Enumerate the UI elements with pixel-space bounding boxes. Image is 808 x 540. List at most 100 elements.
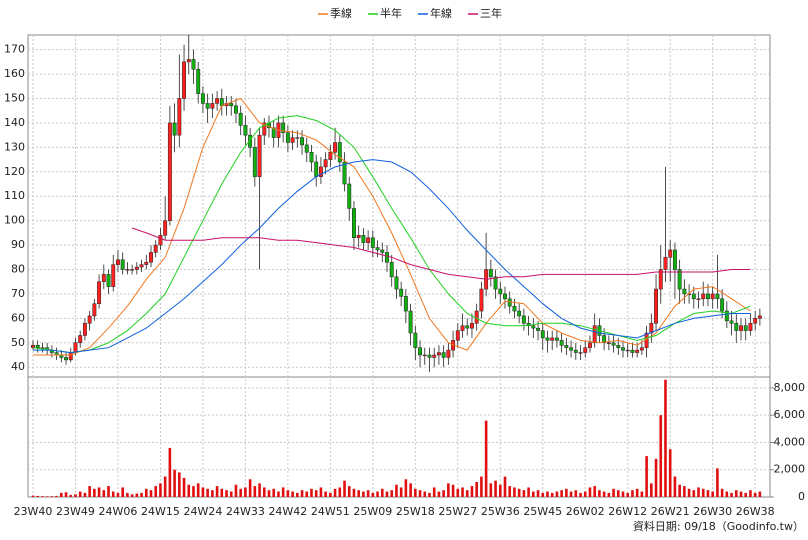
candle-body bbox=[252, 147, 257, 177]
volume-bar bbox=[347, 486, 351, 497]
candle-body bbox=[380, 249, 385, 253]
volume-bar bbox=[749, 490, 752, 497]
candle-body bbox=[446, 349, 451, 358]
volume-bar bbox=[83, 492, 87, 497]
x-tick-label: 23W49 bbox=[56, 505, 95, 518]
candle-body bbox=[191, 59, 196, 70]
x-tick-label: 26W30 bbox=[693, 505, 732, 518]
ma-line bbox=[131, 227, 751, 280]
candle-body bbox=[583, 347, 588, 353]
volume-bar bbox=[475, 482, 478, 497]
candle-body bbox=[592, 325, 597, 344]
candle-body bbox=[564, 344, 569, 348]
candle-body bbox=[757, 315, 762, 319]
candle-body bbox=[167, 122, 172, 221]
candle-body bbox=[366, 237, 371, 243]
candle-body bbox=[432, 354, 437, 358]
volume-bar bbox=[734, 490, 738, 497]
volume-bar bbox=[305, 491, 309, 497]
x-tick-label: 26W38 bbox=[736, 505, 775, 518]
candle-body bbox=[625, 349, 630, 352]
candle-body bbox=[536, 327, 540, 331]
candle-body bbox=[531, 325, 536, 329]
ma-line bbox=[33, 97, 751, 356]
volume-bar bbox=[135, 493, 139, 497]
volume-bar bbox=[593, 486, 596, 497]
legend-label: 季線 bbox=[330, 6, 352, 20]
candle-body bbox=[682, 288, 687, 295]
volume-bar bbox=[366, 490, 370, 497]
volume-bar bbox=[432, 487, 436, 497]
volume-bar bbox=[428, 492, 431, 497]
volume-bar bbox=[574, 490, 578, 497]
candle-body bbox=[125, 269, 130, 271]
candle-body bbox=[403, 296, 408, 312]
candle-body bbox=[144, 261, 149, 265]
candle-body bbox=[243, 125, 248, 136]
candle-body bbox=[394, 276, 399, 290]
candle-body bbox=[73, 342, 78, 353]
candle-body bbox=[677, 269, 682, 290]
candle-body bbox=[186, 59, 191, 63]
volume-bar bbox=[565, 488, 568, 497]
x-tick-label: 25W45 bbox=[523, 505, 562, 518]
candle-body bbox=[710, 293, 715, 300]
volume-bar bbox=[484, 420, 488, 497]
y-tick-label: 110 bbox=[4, 189, 25, 202]
candle-body bbox=[337, 142, 342, 163]
candle-body bbox=[182, 61, 186, 99]
candle-body bbox=[342, 161, 347, 185]
candle-body bbox=[611, 342, 616, 346]
y-tick-label: 40 bbox=[11, 360, 25, 373]
volume-bar bbox=[362, 491, 365, 497]
volume-bar bbox=[418, 490, 422, 497]
volume-bar bbox=[654, 458, 658, 497]
y-tick-label: 160 bbox=[4, 67, 25, 80]
volume-bar bbox=[447, 483, 450, 497]
volume-bar bbox=[121, 487, 124, 497]
volume-bar bbox=[163, 476, 167, 497]
candle-body bbox=[724, 310, 729, 322]
volume-bar bbox=[333, 488, 337, 497]
candle-body bbox=[630, 349, 635, 353]
candle-body bbox=[408, 310, 413, 334]
volume-bar bbox=[664, 379, 667, 497]
volume-bar bbox=[697, 487, 700, 497]
candle-body bbox=[290, 137, 295, 143]
volume-bar bbox=[211, 490, 214, 497]
volume-bar bbox=[50, 496, 54, 497]
volume-bar bbox=[244, 487, 247, 497]
volume-bar bbox=[182, 477, 186, 497]
volume-bar bbox=[720, 488, 724, 497]
candle-body bbox=[101, 274, 106, 282]
candle-body bbox=[285, 132, 290, 143]
y2-tick-label: 4,000 bbox=[774, 435, 806, 448]
volume-bar bbox=[116, 492, 120, 497]
volume-bar bbox=[678, 484, 681, 497]
candle-body bbox=[545, 337, 550, 341]
volume-bar bbox=[437, 491, 441, 497]
volume-bar bbox=[527, 487, 530, 497]
candle-body bbox=[333, 142, 338, 153]
volume-bar bbox=[111, 491, 115, 497]
volume-bar bbox=[508, 486, 512, 497]
ma-line bbox=[32, 115, 751, 354]
candle-body bbox=[427, 354, 432, 358]
candle-body bbox=[134, 266, 139, 270]
candle-body bbox=[588, 342, 592, 348]
y-tick-label: 150 bbox=[4, 92, 25, 105]
volume-bar bbox=[45, 496, 49, 497]
x-tick-label: 26W02 bbox=[566, 505, 605, 518]
volume-bar bbox=[376, 491, 379, 497]
y-tick-label: 80 bbox=[11, 263, 25, 276]
candle-body bbox=[92, 303, 97, 317]
ma-line bbox=[33, 159, 751, 354]
volume-bar bbox=[78, 491, 82, 497]
candle-body bbox=[163, 220, 168, 236]
volume-bar bbox=[31, 495, 35, 497]
candle-body bbox=[238, 112, 243, 126]
y-tick-label: 140 bbox=[4, 116, 25, 129]
y2-tick-label: 2,000 bbox=[774, 463, 806, 476]
candle-body bbox=[281, 122, 286, 133]
candle-body bbox=[748, 323, 753, 331]
